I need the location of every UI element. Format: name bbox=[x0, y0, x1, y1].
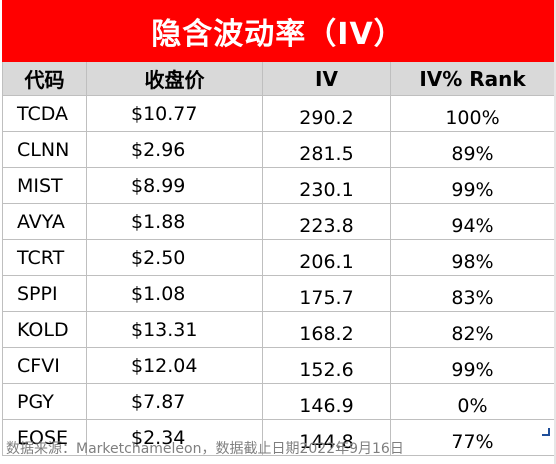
cell-ticker: MIST bbox=[2, 167, 87, 204]
table-row: MIST $8.99 230.1 99% bbox=[2, 167, 555, 204]
table-row: KOLD $13.31 168.2 82% bbox=[2, 311, 555, 348]
cell-price: $1.08 bbox=[86, 275, 263, 312]
cell-iv: 223.8 bbox=[262, 203, 391, 240]
cell-rank: 98% bbox=[390, 239, 555, 276]
cell-ticker: SPPI bbox=[2, 275, 87, 312]
cell-iv: 230.1 bbox=[262, 167, 391, 204]
cell-ticker: CLNN bbox=[2, 131, 87, 168]
cell-rank: 100% bbox=[390, 95, 555, 132]
cell-rank: 0% bbox=[390, 383, 555, 420]
table-row: EOSE $2.34 144.8 77% bbox=[2, 419, 555, 456]
cell-rank: 94% bbox=[390, 203, 555, 240]
cell-iv: 168.2 bbox=[262, 311, 391, 348]
cell-iv: 175.7 bbox=[262, 275, 391, 312]
table-row: CFVI $12.04 152.6 99% bbox=[2, 347, 555, 384]
cell-corner-handle-icon bbox=[542, 428, 550, 436]
cell-price: $13.31 bbox=[86, 311, 263, 348]
table-title: 隐含波动率（IV） bbox=[2, 0, 554, 62]
iv-table: 隐含波动率（IV） 代码 收盘价 IV IV% Rank TCDA $10.77… bbox=[2, 0, 555, 456]
header-iv: IV bbox=[262, 62, 391, 96]
cell-price: $1.88 bbox=[86, 203, 263, 240]
cell-iv: 281.5 bbox=[262, 131, 391, 168]
cell-ticker: PGY bbox=[2, 383, 87, 420]
cell-price: $8.99 bbox=[86, 167, 263, 204]
cell-rank: 89% bbox=[390, 131, 555, 168]
cell-price: $2.50 bbox=[86, 239, 263, 276]
cell-rank: 77% bbox=[390, 419, 555, 456]
cell-ticker: TCRT bbox=[2, 239, 87, 276]
cell-rank: 99% bbox=[390, 347, 555, 384]
iv-grid: 代码 收盘价 IV IV% Rank TCDA $10.77 290.2 100… bbox=[2, 62, 555, 456]
cell-price: $2.34 bbox=[86, 419, 263, 456]
table-row: TCDA $10.77 290.2 100% bbox=[2, 95, 555, 132]
header-rank: IV% Rank bbox=[390, 62, 555, 96]
cell-price: $10.77 bbox=[86, 95, 263, 132]
header-row: 代码 收盘价 IV IV% Rank bbox=[2, 62, 555, 96]
cell-rank: 82% bbox=[390, 311, 555, 348]
table-row: TCRT $2.50 206.1 98% bbox=[2, 239, 555, 276]
cell-ticker: KOLD bbox=[2, 311, 87, 348]
cell-price: $7.87 bbox=[86, 383, 263, 420]
cell-ticker: TCDA bbox=[2, 95, 87, 132]
table-row: SPPI $1.08 175.7 83% bbox=[2, 275, 555, 312]
cell-rank: 83% bbox=[390, 275, 555, 312]
source-note: 数据来源：Marketchameleon，数据截止日期2022年9月16日 bbox=[6, 441, 404, 457]
cell-iv: 152.6 bbox=[262, 347, 391, 384]
cell-price: $12.04 bbox=[86, 347, 263, 384]
table-row: PGY $7.87 146.9 0% bbox=[2, 383, 555, 420]
header-price: 收盘价 bbox=[86, 62, 263, 96]
header-ticker: 代码 bbox=[2, 62, 87, 96]
table-row: AVYA $1.88 223.8 94% bbox=[2, 203, 555, 240]
table-row: CLNN $2.96 281.5 89% bbox=[2, 131, 555, 168]
window-edge bbox=[554, 0, 556, 464]
cell-iv: 146.9 bbox=[262, 383, 391, 420]
cell-ticker: EOSE bbox=[2, 419, 87, 456]
cell-ticker: AVYA bbox=[2, 203, 87, 240]
cell-ticker: CFVI bbox=[2, 347, 87, 384]
cell-rank: 99% bbox=[390, 167, 555, 204]
cell-iv: 290.2 bbox=[262, 95, 391, 132]
cell-iv: 206.1 bbox=[262, 239, 391, 276]
cell-price: $2.96 bbox=[86, 131, 263, 168]
